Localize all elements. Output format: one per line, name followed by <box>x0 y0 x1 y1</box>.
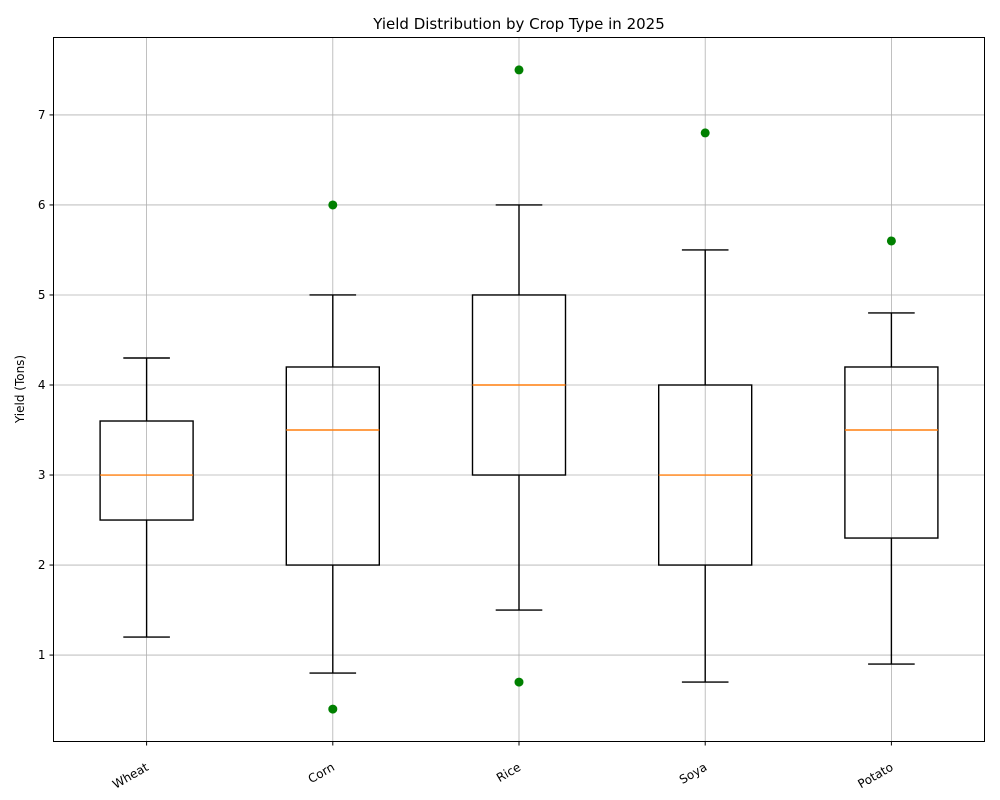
outlier-point <box>328 705 337 714</box>
y-tick-label: 3 <box>38 468 46 482</box>
x-tick-label: Rice <box>494 760 523 785</box>
chart-title: Yield Distribution by Crop Type in 2025 <box>372 15 665 33</box>
y-axis-label: Yield (Tons) <box>13 355 27 424</box>
outlier-point <box>515 678 524 687</box>
outlier-point <box>328 200 337 209</box>
x-tick-label: Potato <box>855 760 895 791</box>
y-tick-label: 1 <box>38 648 46 662</box>
x-tick-label: Soya <box>677 760 709 787</box>
y-tick-label: 6 <box>38 198 46 212</box>
y-tick-label: 4 <box>38 378 46 392</box>
y-tick-label: 2 <box>38 558 46 572</box>
axis-layer: 1 2 3 4 5 6 7 Wheat Corn Rice Soya Potato <box>38 108 896 792</box>
outlier-point <box>701 128 710 137</box>
x-tick-label: Wheat <box>110 760 151 792</box>
x-tick-label: Corn <box>306 760 337 786</box>
outlier-point <box>887 236 896 245</box>
outlier-point <box>515 65 524 74</box>
y-tick-label: 5 <box>38 288 46 302</box>
y-tick-label: 7 <box>38 108 46 122</box>
